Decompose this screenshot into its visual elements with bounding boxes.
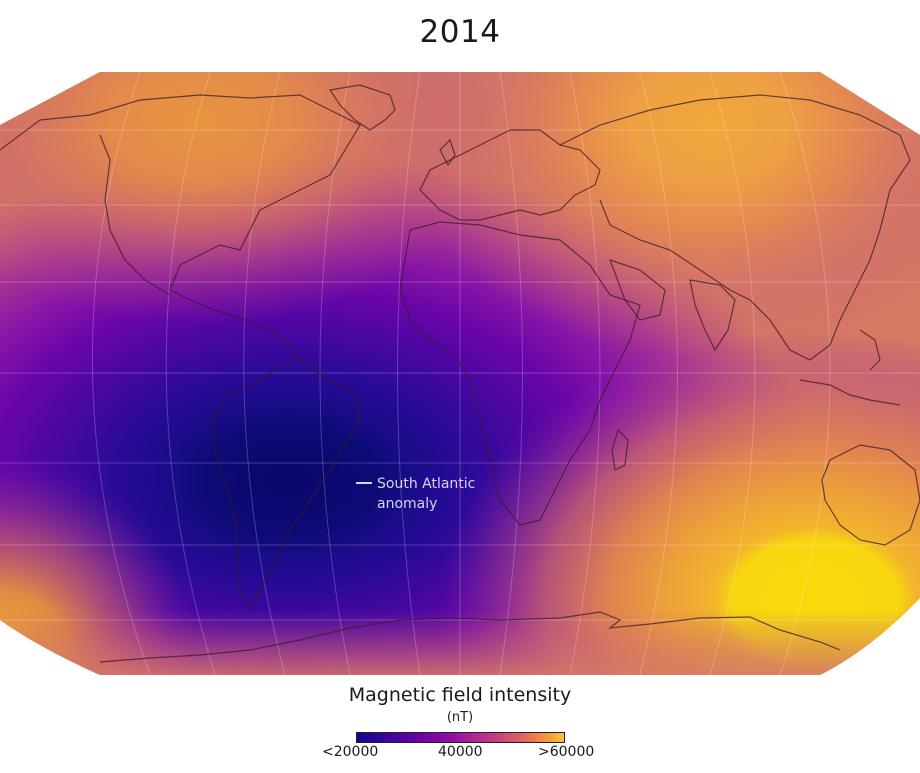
south-atlantic-anomaly-label: South Atlantic anomaly [356,474,475,514]
legend-title: Magnetic field intensity [348,684,572,706]
graticule [0,72,920,675]
annotation-leader-line [356,482,372,484]
colorbar-tick-min: <20000 [322,744,379,760]
field-intensity-layer [0,72,920,675]
world-map [0,72,920,675]
colorbar-tick-max: >60000 [538,744,595,760]
map-title: 2014 [419,14,501,50]
colorbar [356,732,565,743]
colorbar-tick-mid: 40000 [438,744,483,760]
coastlines [0,84,920,663]
legend-unit: (nT) [446,710,474,725]
